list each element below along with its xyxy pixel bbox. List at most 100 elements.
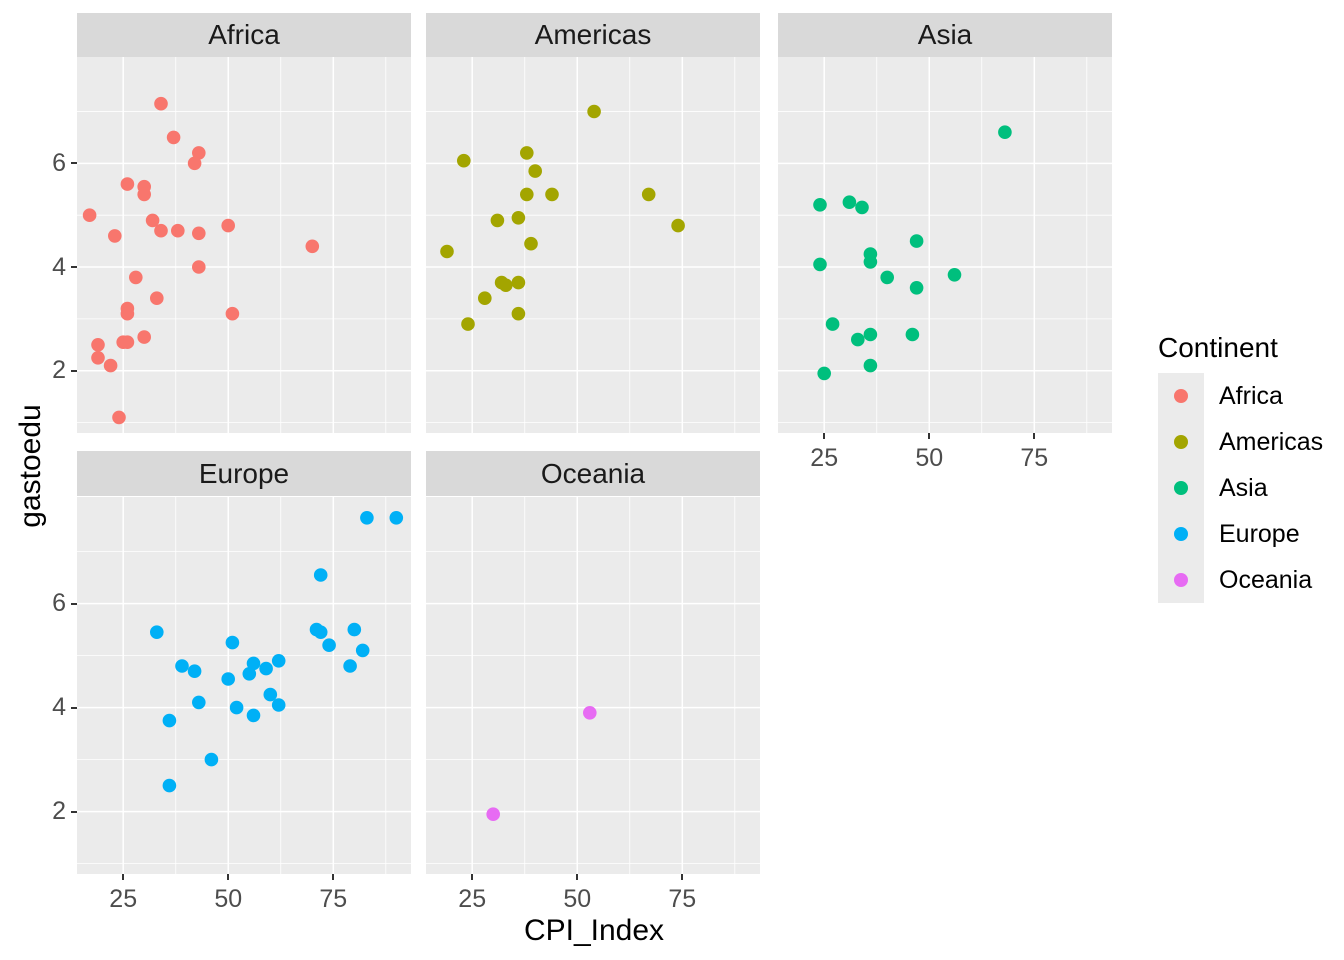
data-point-europe — [246, 708, 261, 723]
x-axis-title: CPI_Index — [523, 914, 665, 947]
legend-item-europe: Europe — [1158, 511, 1323, 557]
data-point-europe — [242, 667, 257, 681]
x-tick-label: 25 — [810, 444, 839, 472]
data-point-africa — [120, 335, 135, 350]
data-point-europe — [263, 687, 278, 702]
data-point-americas — [520, 187, 534, 202]
data-point-africa — [192, 260, 206, 274]
legend-key-africa — [1158, 373, 1204, 419]
data-point-africa — [154, 96, 168, 111]
legend-dot-oceania — [1174, 573, 1188, 587]
data-point-asia — [905, 327, 920, 342]
data-point-americas — [457, 153, 471, 168]
data-point-europe — [162, 778, 177, 793]
data-point-africa — [171, 223, 185, 238]
y-tick-mark — [71, 602, 77, 605]
legend-label-americas: Americas — [1219, 428, 1324, 456]
data-point-europe — [313, 568, 328, 582]
legend-label-europe: Europe — [1219, 520, 1300, 548]
legend-item-americas: Americas — [1158, 419, 1323, 465]
data-point-africa — [225, 306, 240, 321]
data-point-asia — [909, 281, 924, 295]
data-point-americas — [511, 211, 526, 225]
data-point-europe — [246, 656, 261, 671]
data-point-europe — [355, 643, 370, 658]
facet-strip-label-africa: Africa — [208, 19, 280, 50]
data-point-europe — [271, 654, 286, 668]
data-point-africa — [91, 351, 105, 365]
facet-strip-label-oceania: Oceania — [540, 457, 646, 489]
legend-key-americas — [1158, 419, 1204, 465]
data-point-africa — [82, 208, 97, 222]
data-point-africa — [145, 213, 160, 228]
legend-label-oceania: Oceania — [1219, 566, 1313, 594]
data-point-americas — [587, 104, 601, 119]
facet-panel-asia — [778, 57, 1112, 433]
data-point-europe — [322, 638, 336, 652]
data-point-americas — [520, 146, 534, 160]
data-point-europe — [229, 700, 244, 715]
legend-item-africa: Africa — [1158, 373, 1323, 419]
panel-background-europe — [77, 497, 411, 874]
legend-dot-americas — [1174, 435, 1188, 449]
y-tick-label: 2 — [52, 797, 66, 826]
data-point-europe — [192, 695, 206, 710]
data-point-africa — [120, 306, 135, 321]
facet-strip-label-asia: Asia — [917, 19, 973, 50]
data-point-americas — [511, 306, 526, 321]
data-point-africa — [137, 330, 151, 344]
data-point-asia — [880, 270, 894, 285]
data-point-americas — [461, 317, 475, 331]
data-point-americas — [490, 213, 505, 228]
data-point-asia — [851, 332, 865, 347]
data-point-oceania — [583, 706, 597, 720]
data-point-europe — [175, 659, 189, 673]
data-point-europe — [221, 672, 235, 686]
data-point-africa — [108, 229, 122, 243]
y-tick-mark — [71, 266, 77, 269]
legend-keys: Africa Americas Asia Europe Oceania — [1158, 373, 1323, 603]
facet-panel-europe — [77, 497, 411, 874]
facet-strip-label-europe: Europe — [198, 457, 290, 489]
x-tick-mark — [576, 874, 579, 880]
panel-background-oceania — [426, 497, 760, 874]
data-point-asia — [998, 125, 1012, 139]
x-tick-mark — [471, 874, 474, 880]
y-tick-label: 6 — [52, 589, 66, 618]
data-point-africa — [137, 187, 151, 202]
data-point-africa — [103, 358, 118, 373]
data-point-asia — [863, 255, 878, 269]
data-point-americas — [511, 275, 526, 290]
data-point-asia — [863, 358, 878, 373]
data-point-americas — [524, 236, 538, 251]
data-point-africa — [221, 218, 235, 233]
data-point-americas — [545, 187, 559, 202]
x-tick-mark — [122, 874, 125, 880]
x-tick-label: 25 — [109, 885, 138, 913]
y-tick-label: 6 — [52, 148, 66, 177]
facet-panel-africa — [77, 57, 411, 433]
data-point-africa — [112, 410, 126, 425]
data-point-americas — [499, 278, 513, 292]
data-point-asia — [817, 366, 831, 381]
legend-item-asia: Asia — [1158, 465, 1323, 511]
data-point-europe — [259, 661, 273, 676]
data-point-africa — [129, 270, 143, 285]
data-point-asia — [813, 257, 827, 272]
y-tick-mark — [71, 810, 77, 813]
legend-key-europe — [1158, 511, 1204, 557]
facet-strip-europe: Europe — [77, 451, 411, 496]
data-point-africa — [150, 291, 164, 305]
legend-title: Continent — [1158, 332, 1278, 363]
data-point-africa — [192, 226, 206, 241]
data-point-americas — [671, 218, 685, 233]
data-point-europe — [271, 698, 286, 712]
x-tick-label: 25 — [458, 885, 487, 913]
data-point-europe — [150, 625, 164, 639]
facet-strip-asia: Asia — [778, 13, 1112, 57]
x-tick-label: 50 — [563, 885, 592, 913]
y-tick-label: 2 — [52, 356, 66, 385]
x-tick-mark — [1033, 433, 1036, 439]
y-axis-title: gastoedu — [14, 404, 47, 528]
